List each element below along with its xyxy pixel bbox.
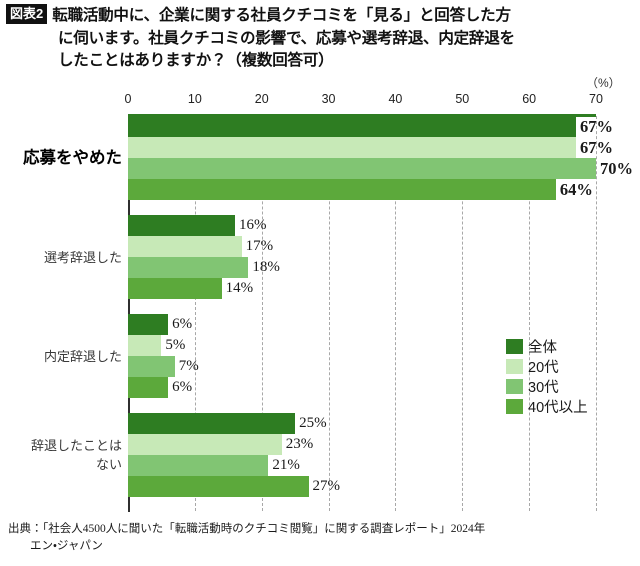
gridline-20 bbox=[261, 116, 263, 511]
category-label-1: 選考辞退した bbox=[43, 249, 122, 265]
title-line-1: 図表2 転職活動中に、企業に関する社員クチコミを「見る」と回答した方 bbox=[6, 4, 634, 28]
x-tick-30: 30 bbox=[321, 92, 336, 106]
legend-swatch-icon bbox=[506, 358, 523, 374]
bar bbox=[128, 116, 576, 137]
bar bbox=[128, 158, 596, 179]
axis-unit-label: （%） bbox=[586, 76, 621, 90]
x-tick-10: 10 bbox=[187, 92, 202, 106]
bar-value-label: 18% bbox=[252, 259, 280, 275]
bar bbox=[128, 356, 175, 377]
category-label-0: 応募をやめた bbox=[23, 149, 122, 167]
bar-value-label: 21% bbox=[272, 457, 300, 473]
title-line-3: したことはありますか？（複数回答可） bbox=[58, 52, 334, 69]
bar-value-label: 5% bbox=[165, 337, 186, 353]
chart-legend: 全体 20代 30代 40代以上 bbox=[506, 336, 588, 416]
bar bbox=[128, 137, 576, 158]
bar-value-label: 64% bbox=[559, 180, 593, 199]
legend-swatch-icon bbox=[506, 378, 523, 394]
bar bbox=[128, 377, 169, 398]
bar bbox=[128, 257, 249, 278]
bar bbox=[128, 455, 269, 476]
x-tick-40: 40 bbox=[388, 92, 403, 106]
x-tick-50: 50 bbox=[455, 92, 470, 106]
bar-value-label: 25% bbox=[299, 415, 327, 431]
bar bbox=[128, 179, 556, 200]
bar-value-label: 23% bbox=[285, 436, 314, 452]
source-line-2: エン・ジャパン bbox=[30, 540, 103, 552]
category-label-3: 辞退したことは ない bbox=[30, 438, 122, 472]
title-text-1: 転職活動中に、企業に関する社員クチコミを「見る」と回答した方 bbox=[52, 7, 511, 24]
bar-value-label: 16% bbox=[238, 217, 267, 233]
gridline-10 bbox=[194, 116, 196, 511]
bar bbox=[128, 476, 309, 497]
bar bbox=[128, 413, 296, 434]
gridline-40 bbox=[395, 116, 397, 511]
legend-swatch-icon bbox=[506, 338, 523, 354]
gridline-60 bbox=[529, 116, 531, 511]
legend-label: 30代 bbox=[528, 379, 559, 396]
source-note: 出典：「社会人4500人に聞いた「転職活動時のクチコミ閲覧」に関する調査レポート… bbox=[8, 521, 638, 555]
x-tick-0: 0 bbox=[124, 92, 132, 106]
bar bbox=[128, 335, 162, 356]
gridline-50 bbox=[462, 116, 464, 511]
legend-item-3[interactable]: 40代以上 bbox=[506, 396, 588, 416]
legend-item-0[interactable]: 全体 bbox=[506, 336, 588, 356]
figure-number-badge: 図表2 bbox=[6, 4, 48, 24]
bar-value-label: 70% bbox=[600, 159, 633, 178]
bar bbox=[128, 314, 169, 335]
legend-item-2[interactable]: 30代 bbox=[506, 376, 588, 396]
x-tick-20: 20 bbox=[254, 92, 269, 106]
bar-value-label: 14% bbox=[225, 280, 254, 296]
gridline-30 bbox=[328, 116, 330, 511]
title-line-2: に伺います。社員クチコミの影響で、応募や選考辞退、内定辞退を bbox=[58, 29, 515, 47]
bar-value-label: 27% bbox=[312, 478, 341, 494]
bar-value-label: 67% bbox=[579, 117, 613, 136]
legend-label: 20代 bbox=[528, 359, 559, 376]
bar bbox=[128, 434, 282, 455]
figure-title-block: 図表2 転職活動中に、企業に関する社員クチコミを「見る」と回答した方 に伺います。… bbox=[6, 4, 634, 73]
bar-value-label: 67% bbox=[579, 138, 613, 157]
x-tick-70: 70 bbox=[589, 92, 603, 106]
bar-value-label: 6% bbox=[172, 379, 193, 395]
legend-label: 40代以上 bbox=[528, 399, 588, 416]
category-label-2: 内定辞退した bbox=[43, 348, 122, 364]
legend-item-1[interactable]: 20代 bbox=[506, 356, 588, 376]
bar-value-label: 6% bbox=[172, 316, 193, 332]
legend-label: 全体 bbox=[528, 339, 557, 356]
bar-value-label: 7% bbox=[178, 358, 199, 374]
bar bbox=[128, 236, 242, 257]
gridline-70 bbox=[596, 116, 597, 511]
bar bbox=[128, 278, 222, 299]
bar-value-label: 17% bbox=[245, 238, 274, 254]
gridline-0 bbox=[128, 115, 130, 512]
x-tick-60: 60 bbox=[522, 92, 537, 106]
legend-swatch-icon bbox=[506, 398, 523, 414]
plot-top-axis-line bbox=[128, 114, 596, 117]
source-line-1: 出典：「社会人4500人に聞いた「転職活動時のクチコミ閲覧」に関する調査レポート… bbox=[8, 523, 486, 535]
bar bbox=[128, 215, 235, 236]
